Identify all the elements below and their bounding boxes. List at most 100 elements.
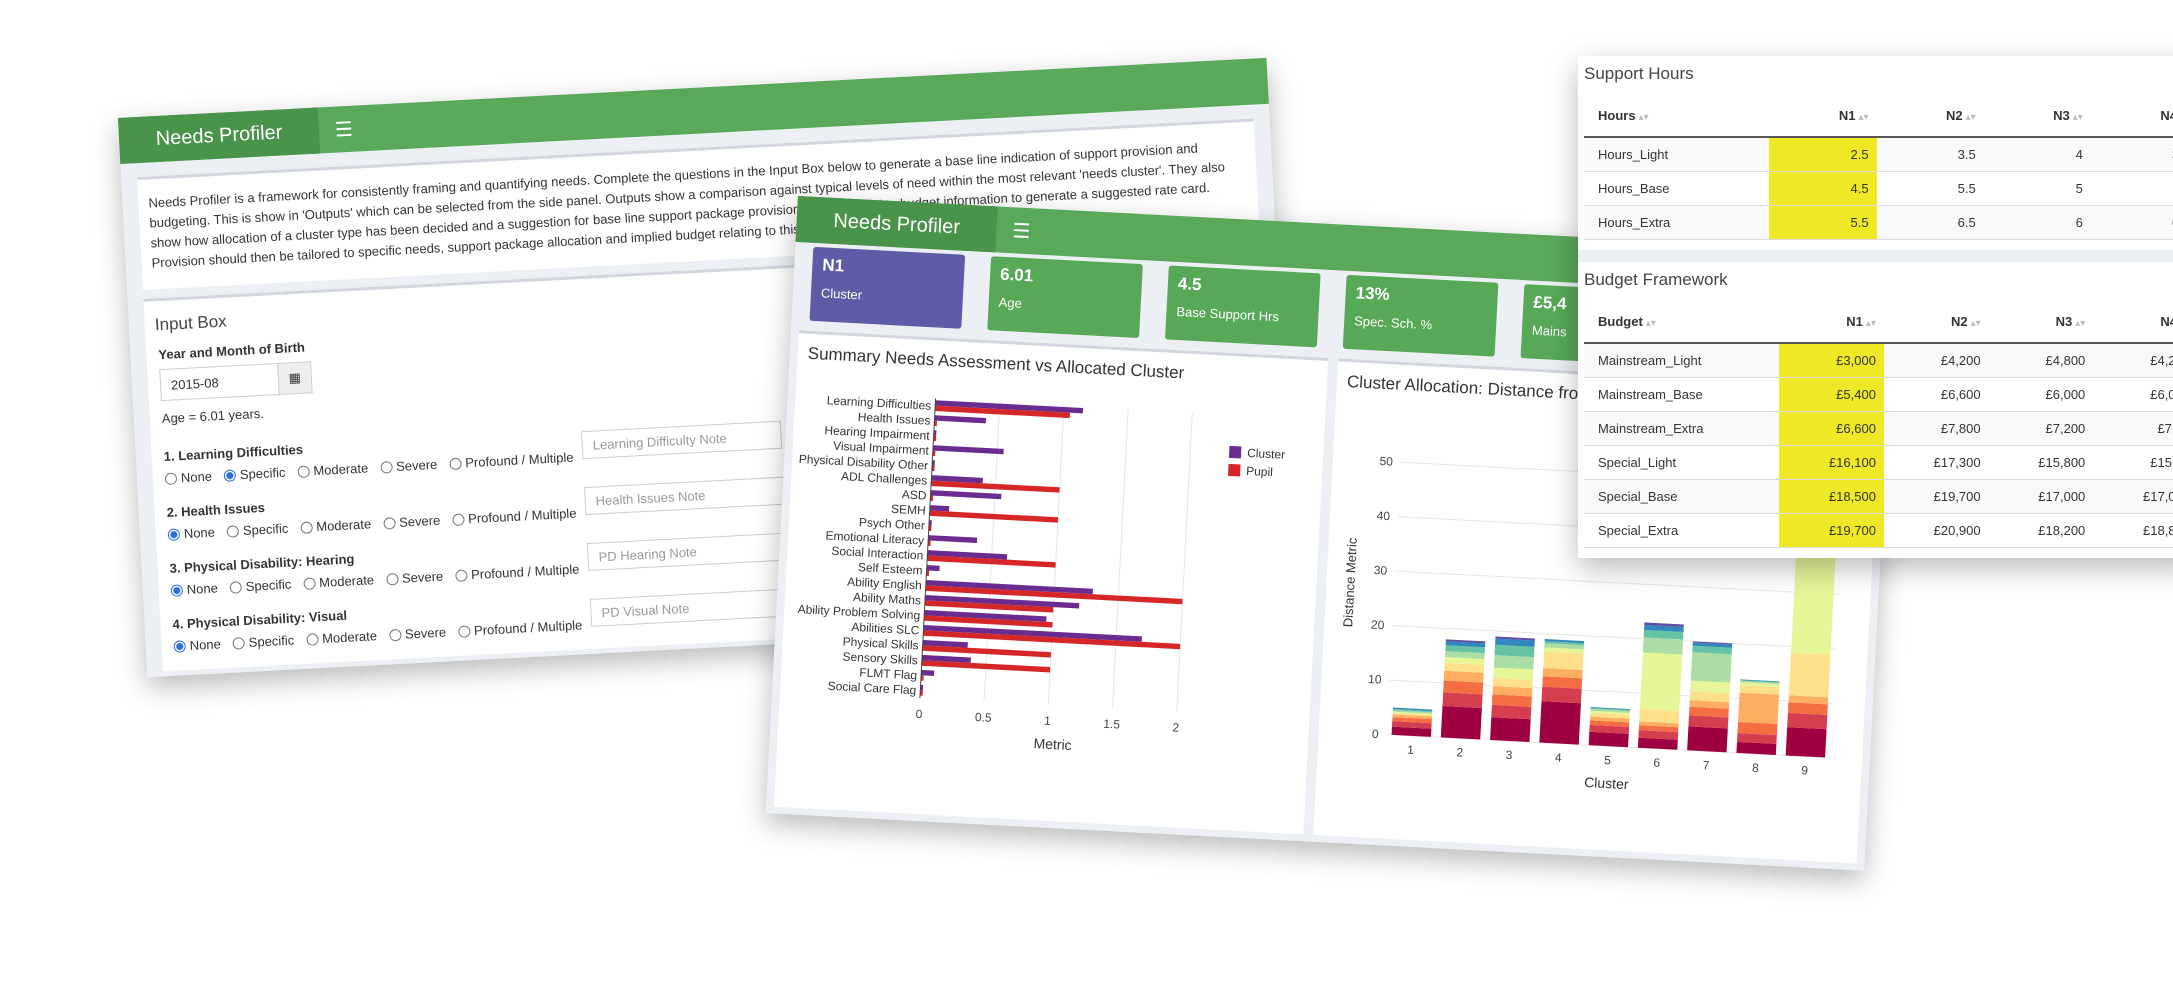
radio-none[interactable]: None: [170, 580, 218, 597]
column-header[interactable]: N2 ▴▾: [1876, 94, 1984, 138]
radio-severe[interactable]: Severe: [385, 569, 444, 587]
age-text: Age = 6.01 years.: [161, 405, 265, 427]
table-cell: Mainstream_Light: [1584, 343, 1780, 378]
bar-pupil: [934, 405, 1071, 419]
stacked-bar-segment: [1444, 656, 1485, 665]
stacked-bar-segment: [1445, 641, 1486, 648]
radio-circle-icon[interactable]: [454, 568, 468, 582]
y-category-label: Psych Other: [859, 515, 926, 532]
radio-circle-icon[interactable]: [451, 512, 465, 526]
radio-specific[interactable]: Specific: [229, 577, 292, 595]
grid-line: [983, 401, 1001, 702]
radio-severe[interactable]: Severe: [382, 513, 441, 531]
radio-circle-icon[interactable]: [382, 516, 396, 530]
radio-circle-icon[interactable]: [167, 527, 181, 541]
radio-none[interactable]: None: [164, 469, 212, 486]
radio-specific[interactable]: Specific: [226, 521, 289, 539]
radio-circle-icon[interactable]: [457, 624, 471, 638]
note-input[interactable]: PD Hearing Note: [586, 532, 789, 572]
radio-specific[interactable]: Specific: [232, 633, 295, 651]
column-header[interactable]: Hours ▴▾: [1584, 94, 1770, 138]
sort-icon[interactable]: ▴▾: [1965, 111, 1976, 123]
calendar-icon[interactable]: ▦: [277, 362, 312, 394]
radio-profound-multiple[interactable]: Profound / Multiple: [451, 506, 577, 527]
column-header[interactable]: N3 ▴▾: [1983, 94, 2091, 138]
value-box-subtitle: Base Support Hrs: [1176, 303, 1280, 325]
column-header-label: N2: [1950, 313, 1968, 329]
y-tick-label: 40: [1376, 509, 1390, 524]
radio-circle-icon[interactable]: [164, 471, 178, 485]
dob-input[interactable]: 2015-08 ▦: [159, 361, 313, 402]
radio-moderate[interactable]: Moderate: [299, 516, 372, 535]
table-cell: £19,700: [1883, 479, 1989, 514]
bar-pupil: [925, 585, 1183, 605]
summary-chart-box: Summary Needs Assessment vs Allocated Cl…: [774, 330, 1329, 835]
radio-none[interactable]: None: [167, 525, 215, 542]
stacked-bar-segment: [1639, 708, 1680, 724]
radio-severe[interactable]: Severe: [388, 625, 446, 643]
sort-icon[interactable]: ▴▾: [1645, 317, 1656, 329]
radio-circle-icon[interactable]: [388, 628, 402, 642]
radio-profound-multiple[interactable]: Profound / Multiple: [457, 617, 583, 638]
stacked-bar-segment: [1688, 706, 1729, 718]
table-row: Special_Extra£19,700£20,900£18,200£18,80…: [1584, 513, 2173, 548]
radio-circle-icon[interactable]: [305, 632, 319, 646]
bar-cluster: [928, 520, 932, 526]
radio-circle-icon[interactable]: [379, 460, 393, 474]
table-cell: 5.5: [1876, 171, 1984, 206]
radio-circle-icon[interactable]: [173, 639, 187, 653]
radio-circle-icon[interactable]: [226, 524, 240, 538]
sort-icon[interactable]: ▴▾: [1858, 111, 1869, 123]
table-cell: 4: [1983, 137, 2091, 172]
bar-cluster: [924, 609, 1047, 622]
sort-icon[interactable]: ▴▾: [1638, 111, 1649, 123]
note-input[interactable]: Learning Difficulty Note: [581, 420, 783, 460]
x-tick-label: 5: [1604, 753, 1612, 767]
column-header-label: N4: [2160, 313, 2173, 329]
radio-circle-icon[interactable]: [223, 468, 237, 482]
stacked-bar-segment: [1589, 716, 1630, 723]
column-header[interactable]: N1 ▴▾: [1769, 94, 1877, 138]
note-input[interactable]: Health Issues Note: [583, 476, 786, 516]
sort-icon[interactable]: ▴▾: [1865, 317, 1876, 329]
column-header[interactable]: N4▴▾: [2090, 94, 2173, 138]
column-header[interactable]: Budget ▴▾: [1584, 300, 1780, 344]
table-cell: £6,600: [1779, 411, 1884, 446]
x-tick-label: 8: [1752, 761, 1760, 775]
radio-circle-icon[interactable]: [297, 464, 310, 478]
bar-cluster: [933, 430, 937, 436]
stacked-bar-segment: [1544, 641, 1585, 646]
note-input[interactable]: PD Visual Note: [589, 588, 792, 627]
radio-severe[interactable]: Severe: [379, 457, 438, 475]
grid-line: [1047, 405, 1065, 705]
column-header[interactable]: N3 ▴▾: [1988, 300, 2094, 344]
sort-icon[interactable]: ▴▾: [2072, 111, 2083, 123]
radio-circle-icon[interactable]: [170, 583, 184, 597]
outputs-sidebar-toggle-icon[interactable]: ☰: [1011, 219, 1031, 243]
radio-circle-icon[interactable]: [299, 520, 313, 534]
sort-icon[interactable]: ▴▾: [1970, 317, 1981, 329]
radio-moderate[interactable]: Moderate: [302, 572, 374, 591]
radio-circle-icon[interactable]: [229, 580, 243, 594]
radio-circle-icon[interactable]: [448, 457, 462, 470]
table-cell: £15,20: [2093, 445, 2173, 480]
radio-moderate[interactable]: Moderate: [305, 628, 377, 647]
radio-circle-icon[interactable]: [302, 576, 316, 590]
stacked-bar-segment: [1392, 714, 1433, 720]
column-header[interactable]: N1 ▴▾: [1779, 300, 1884, 344]
table-cell: Special_Extra: [1584, 513, 1780, 548]
column-header-label: N3: [2055, 313, 2073, 329]
radio-circle-icon[interactable]: [232, 636, 246, 650]
radio-none[interactable]: None: [173, 636, 221, 653]
radio-profound-multiple[interactable]: Profound / Multiple: [448, 450, 574, 471]
column-header[interactable]: N2 ▴▾: [1883, 300, 1989, 344]
stacked-bar-segment: [1739, 685, 1780, 695]
sidebar-toggle-icon[interactable]: ☰: [334, 118, 354, 142]
radio-moderate[interactable]: Moderate: [297, 460, 369, 479]
radio-specific[interactable]: Specific: [223, 465, 286, 483]
radio-circle-icon[interactable]: [385, 572, 399, 586]
sort-icon[interactable]: ▴▾: [2075, 317, 2086, 329]
radio-profound-multiple[interactable]: Profound / Multiple: [454, 561, 580, 582]
stacked-bar-segment: [1692, 641, 1733, 645]
column-header[interactable]: N4▴▾: [2093, 300, 2173, 344]
